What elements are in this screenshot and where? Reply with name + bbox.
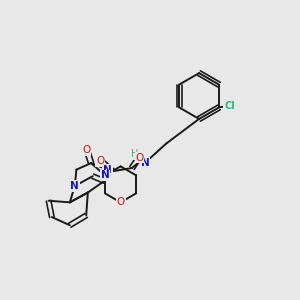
Text: O: O	[116, 197, 125, 207]
Text: N: N	[70, 181, 79, 191]
Text: Cl: Cl	[224, 101, 235, 111]
Text: H: H	[131, 149, 138, 159]
Text: O: O	[135, 152, 144, 163]
Text: N: N	[103, 165, 112, 175]
Text: N: N	[100, 170, 109, 180]
Text: O: O	[82, 145, 90, 155]
Text: N: N	[141, 158, 149, 168]
Text: O: O	[96, 156, 104, 166]
